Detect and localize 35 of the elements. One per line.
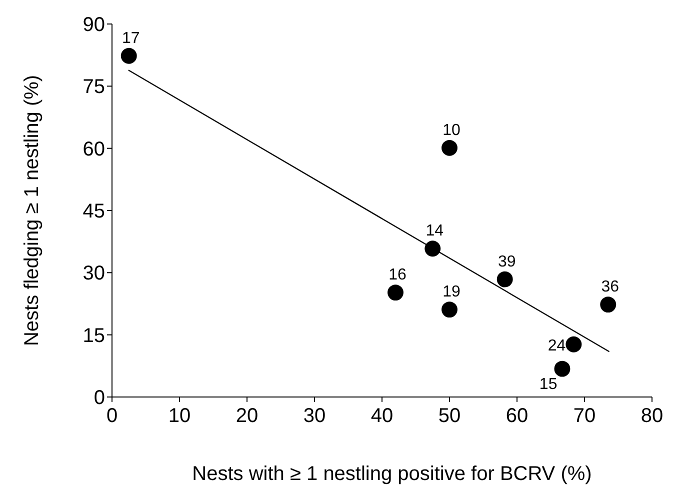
y-axis-title: Nests fledging ≥ 1 nestling (%) [21, 74, 43, 346]
annotation: 39 [498, 253, 516, 270]
point [120, 48, 137, 64]
point [442, 140, 458, 156]
annotation: 16 [388, 266, 406, 284]
x-tick-label: 40 [370, 405, 394, 427]
annotation: 14 [426, 222, 444, 240]
point [388, 284, 404, 301]
y-tick-label: 30 [82, 262, 105, 285]
x-tick-label: 30 [303, 405, 326, 427]
point [424, 240, 441, 257]
x-axis-title: Nests with ≥ 1 nestling positive for BCRV (%) [192, 463, 592, 485]
annotation: 10 [442, 122, 460, 139]
x-tick-label: 20 [236, 405, 258, 427]
point [554, 360, 570, 377]
x-tick-label: 70 [573, 405, 596, 427]
y-tick-label: 75 [82, 76, 105, 98]
x-tick-label: 80 [640, 405, 664, 427]
annotation: 17 [122, 30, 140, 47]
x-tick-label: 60 [506, 405, 528, 427]
annotation: 24 [548, 337, 566, 354]
x-tick-label: 50 [438, 405, 461, 427]
y-tick-label: 15 [82, 324, 105, 347]
y-tick-label: 0 [94, 387, 105, 409]
point [600, 296, 616, 313]
point [496, 271, 513, 288]
y-tick-label: 60 [82, 138, 105, 160]
annotation: 15 [539, 376, 558, 393]
x-tick-label: 10 [168, 405, 191, 427]
point [442, 302, 458, 318]
point [566, 336, 582, 352]
annotation: 19 [442, 284, 460, 301]
y-tick-label: 45 [82, 200, 105, 222]
y-tick-label: 90 [82, 14, 105, 36]
annotation: 36 [601, 278, 620, 296]
